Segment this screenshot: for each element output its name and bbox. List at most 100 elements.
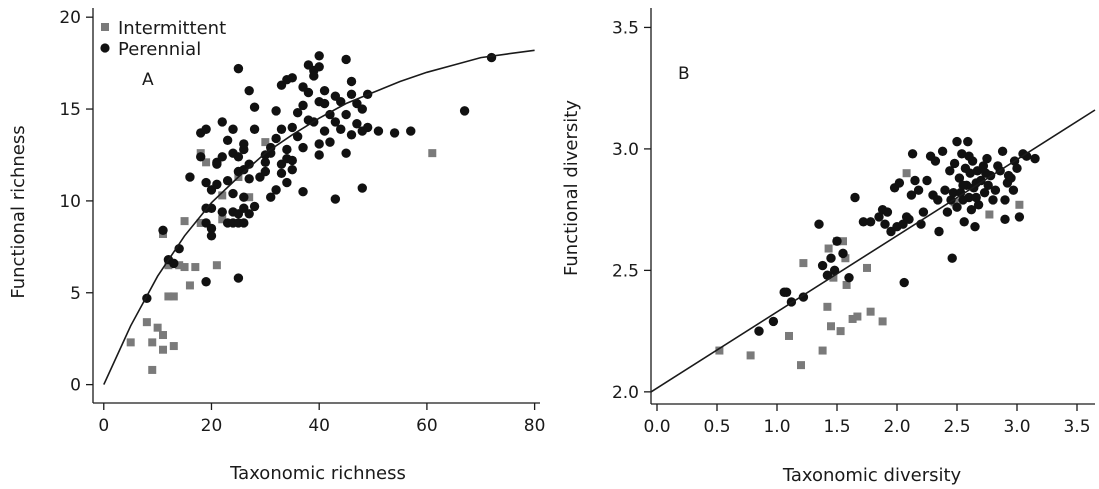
panel-a-perennial-point [287, 122, 297, 133]
panel-a-perennial-point [249, 102, 260, 112]
panel-a-perennial-point [341, 54, 351, 65]
panel-b-perennial-point [983, 180, 993, 191]
panel-b-perennial-point [965, 168, 975, 178]
panel-a-perennial-point [244, 159, 254, 169]
panel-a-intermittent-point [185, 281, 194, 290]
panel-a-perennial-point [276, 168, 287, 179]
panel-b-perennial-point [955, 187, 966, 198]
panel-a-perennial-point [287, 164, 297, 175]
panel-a-x-tick-label: 20 [201, 416, 223, 436]
panel-b-perennial-point [817, 260, 828, 271]
panel-b-perennial-point [958, 180, 968, 191]
panel-b-perennial-point [844, 272, 854, 283]
panel-b-intermittent-point [799, 259, 808, 268]
panel-b-x-tick-label: 1.0 [763, 417, 790, 437]
panel-b-intermittent-point [842, 280, 851, 289]
panel-a-perennial-point [346, 130, 357, 140]
panel-a-perennial-point [373, 126, 384, 136]
panel-b-perennial-point [930, 156, 941, 166]
panel-b-perennial-point [899, 277, 909, 288]
panel-a-fit-curve [103, 49, 535, 385]
panel-a-perennial-point [319, 98, 330, 109]
panel-a-perennial-point [325, 137, 335, 147]
panel-b-intermittent-point [785, 331, 793, 340]
panel-b-intermittent-point [863, 263, 871, 272]
panel-a-perennial-point [244, 85, 254, 96]
panel-b-perennial-point [913, 185, 924, 195]
panel-b-perennial-point [832, 236, 842, 246]
panel-b-perennial-point [1000, 195, 1010, 205]
legend-perennial-label: Perennial [118, 39, 201, 60]
panel-b-perennial-point [981, 168, 991, 178]
panel-b-y-tick-label: 2.0 [612, 383, 639, 403]
panel-b-perennial-point [922, 175, 932, 186]
panel-a-perennial-point [266, 192, 276, 202]
panel-a-intermittent-point [159, 331, 168, 340]
panel-a-perennial-point [239, 218, 249, 228]
panel-b-perennial-point [1012, 163, 1022, 174]
panel-b-perennial-point [940, 185, 950, 195]
panel-b-perennial-point [1021, 151, 1032, 161]
panel-b-perennial-point [964, 192, 974, 203]
panel-a-perennial-point [287, 73, 297, 83]
panel-a-perennial-point [271, 106, 281, 116]
panel-a-perennial-point [206, 223, 217, 234]
panel-b-intermittent-point [853, 312, 862, 321]
panel-b-x-tick-label: 3.5 [1063, 417, 1090, 437]
panel-a-perennial-point [217, 152, 227, 162]
panel-a-y-tick-label: 10 [59, 192, 81, 212]
panel-b-intermittent-point [797, 361, 805, 370]
panel-b-perennial-point [1030, 153, 1040, 164]
panel-a-perennial-point [330, 117, 341, 127]
panel-b-perennial-point [978, 161, 989, 171]
panel-a-perennial-point [260, 166, 271, 177]
panel-a-perennial-point [185, 172, 195, 182]
panel-b-perennial-point [880, 219, 890, 229]
panel-b-perennial-point [882, 207, 893, 217]
legend-intermittent-label: Intermittent [118, 18, 226, 39]
panel-a-perennial-point [233, 152, 244, 162]
panel-a-y-tick-label: 5 [70, 284, 81, 304]
panel-b-perennial-point [874, 212, 884, 222]
panel-b-perennial-point [990, 185, 1001, 195]
panel-a-perennial-point [303, 87, 314, 98]
panel-a-perennial-point [362, 122, 373, 133]
legend-intermittent-marker [101, 23, 109, 31]
panel-b-x-tick-label: 0.0 [643, 417, 670, 437]
panel-a-points [126, 51, 497, 374]
panel-b-y-tick-label: 3.0 [612, 140, 639, 160]
panel-a-perennial-point [212, 179, 222, 190]
panel-a-perennial-point [336, 124, 346, 134]
panel-b-intermittent-point [829, 273, 838, 282]
panel-a-perennial-point [298, 187, 308, 197]
panel-a-perennial-point [459, 106, 470, 116]
panel-b-perennial-point [982, 153, 992, 164]
panel-b-x-tick-label: 3.0 [1003, 417, 1030, 437]
panel-b-y-axis-title: Functional diversity [561, 100, 582, 276]
panel-b-intermittent-point [746, 351, 755, 360]
panel-a-perennial-point [222, 175, 233, 186]
panel-b-y-tick-label: 3.5 [612, 18, 639, 38]
panel-a-perennial-point [206, 203, 217, 213]
panel-a-perennial-point [169, 258, 179, 269]
panel-a-perennial-point [244, 174, 254, 184]
panel-b-perennial-point [918, 207, 929, 217]
panel-b-perennial-point [907, 149, 918, 159]
panel-a-perennial-point [292, 108, 303, 118]
panel-a-perennial-point [239, 192, 249, 202]
panel-b-label: B [678, 64, 690, 84]
panel-a-intermittent-point [164, 292, 173, 301]
panel-b-perennial-point [945, 166, 955, 176]
panel-b-perennial-point [959, 217, 969, 227]
panel-a-intermittent-point [153, 323, 162, 332]
panel-b-perennial-point [942, 207, 953, 217]
panel-b-perennial-point [979, 187, 990, 198]
panel-a-perennial-point [249, 124, 260, 134]
panel-a-perennial-point [233, 273, 244, 283]
panel-b-perennial-point [937, 146, 948, 157]
panel-a-x-axis-title: Taxonomic richness [229, 463, 406, 484]
panel-b-perennial-point [948, 187, 959, 198]
panel-a-perennial-point [357, 104, 367, 114]
panel-a-perennial-point [271, 133, 281, 144]
panel-b-functional-diversity: B Taxonomic diversity Functional diversi… [561, 8, 1096, 486]
